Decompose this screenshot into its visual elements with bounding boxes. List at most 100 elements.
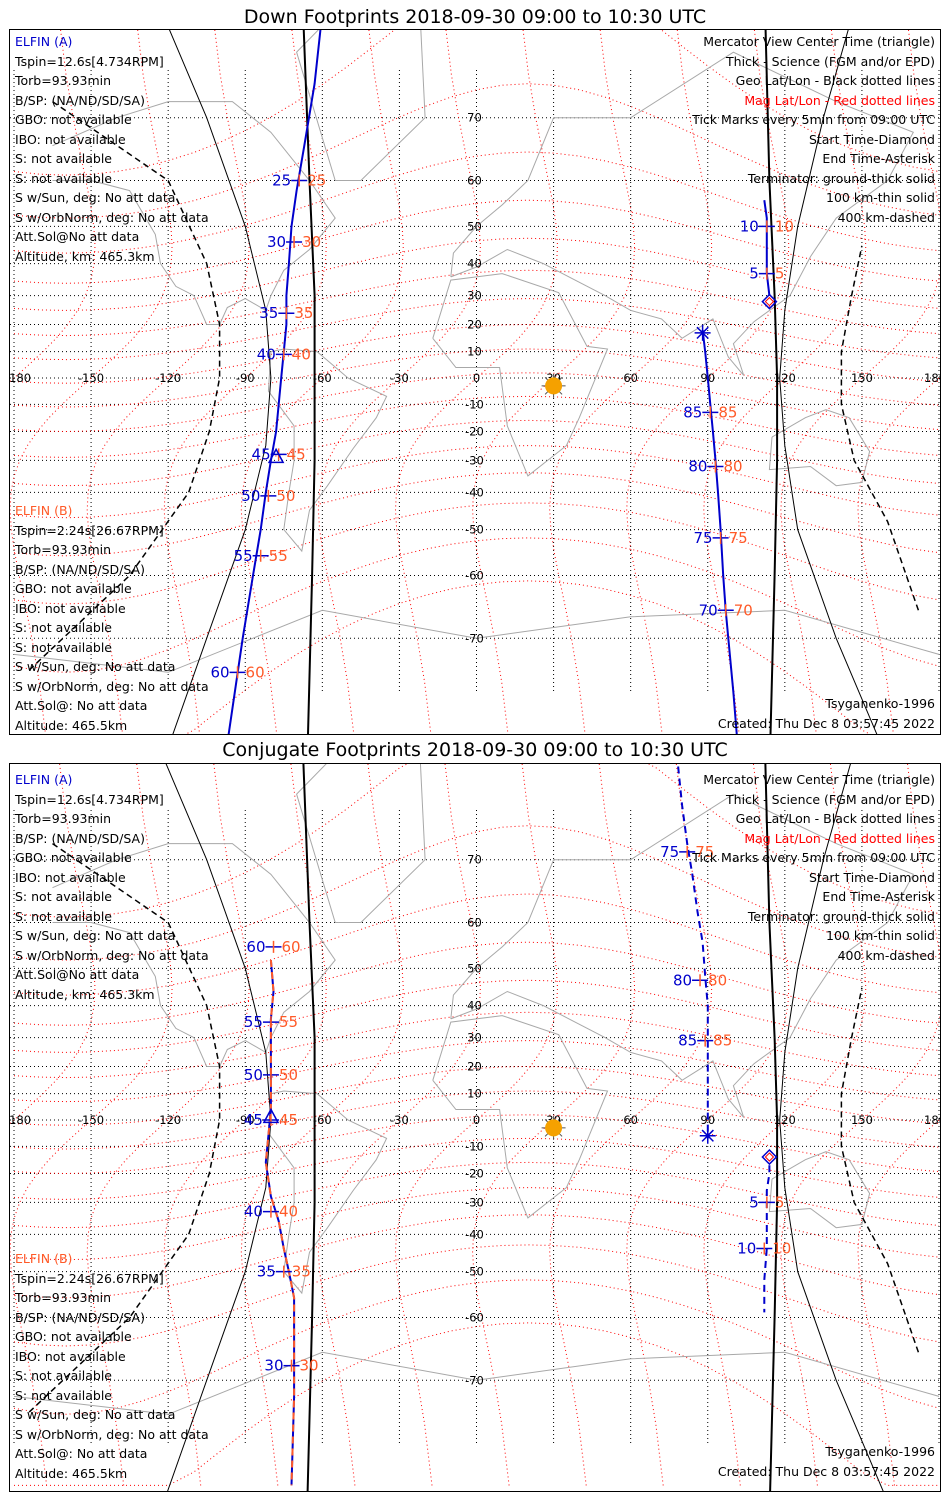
- mag-meridian: [86, 764, 250, 1486]
- info-line: Att.Sol@No att data: [15, 967, 140, 982]
- coastline: [267, 1090, 388, 1295]
- info-line: GBO: not available: [15, 1329, 132, 1344]
- elfin-b-track: [227, 30, 322, 734]
- lat-label: 30: [467, 289, 482, 303]
- coastline: [432, 273, 609, 477]
- tick-label-blue: 80: [688, 458, 707, 476]
- legend-item: Thick - Science (FGM and/or EPD): [726, 791, 935, 807]
- tick-label-blue: 45: [252, 445, 271, 463]
- lat-label: -40: [465, 485, 484, 499]
- tick-label-red: 5: [775, 265, 785, 283]
- track-tick: 55 55: [244, 1013, 298, 1031]
- coastline: [432, 1015, 609, 1219]
- mag-meridian: [703, 30, 867, 734]
- lon-label: -60: [313, 1113, 332, 1127]
- tick-label-red: 35: [292, 1263, 311, 1281]
- elfin-b-info: ELFIN (B) Tspin=2.24s[26.67RPM] Torb=93.9…: [15, 1249, 209, 1483]
- lat-label: 40: [467, 999, 482, 1013]
- tick-label-red: 5: [775, 1193, 785, 1211]
- terminator-100km: [779, 764, 884, 1491]
- lat-label: 10: [467, 1087, 482, 1101]
- lon-label: 0: [473, 371, 480, 385]
- lat-label: -60: [465, 1311, 484, 1325]
- lon-label: 180: [924, 371, 941, 385]
- track-tick: 35 35: [257, 1263, 311, 1281]
- mag-meridian: [549, 30, 713, 734]
- tick-label-blue: 25: [272, 171, 291, 189]
- sun-icon: [541, 373, 566, 398]
- lon-label: -180: [10, 1113, 31, 1127]
- lat-label: -10: [465, 1139, 484, 1153]
- elfin-a-track: [701, 329, 738, 734]
- lat-label: 40: [467, 257, 482, 271]
- tick-label-red: 50: [276, 487, 295, 505]
- info-line: Tspin=12.6s[4.734RPM]: [15, 791, 164, 807]
- conjugate-footprints-panel: -180 -150 -120 -90 -60 -30 0 30 60 90 120 150 180 70 6…: [9, 763, 941, 1492]
- terminator-100km: [169, 30, 272, 734]
- lat-label: -10: [465, 397, 484, 411]
- lon-label: 90: [700, 1113, 715, 1127]
- tick-label-red: 45: [279, 1111, 298, 1129]
- track-tick: 75 75: [694, 529, 748, 547]
- legend-item: Tick Marks every 5min from 09:00 UTC: [692, 112, 935, 127]
- lat-label: 70: [467, 853, 482, 867]
- coastline: [267, 348, 388, 553]
- legend-item: 100 km-thin solid: [826, 190, 935, 205]
- info-line: Altitude, km: 465.3km: [15, 248, 155, 264]
- start-diamond: [761, 293, 778, 310]
- mag-meridian: [10, 764, 173, 1486]
- mag-meridian: [703, 764, 867, 1486]
- elfin-a-track: [763, 1165, 771, 1313]
- info-line: GBO: not available: [15, 850, 132, 865]
- track-tick: 55 55: [234, 547, 288, 565]
- lat-label: -30: [465, 453, 484, 467]
- tick-label-red: 55: [269, 547, 288, 565]
- mag-meridian: [10, 30, 96, 383]
- track-tick: 85 85: [683, 403, 737, 421]
- terminator-400km: [840, 245, 920, 611]
- tick-label-blue: 30: [267, 233, 286, 251]
- coastlines: [13, 30, 940, 673]
- asterisk-stroke: [696, 326, 709, 340]
- info-line: S: not available: [15, 889, 112, 904]
- tick-label-red: 60: [246, 663, 265, 681]
- mag-meridian: [10, 764, 96, 1125]
- end-asterisk: [694, 324, 711, 341]
- elfin-b-info: ELFIN (B) Tspin=2.24s[26.67RPM] Torb=93.9…: [15, 501, 209, 734]
- legend-item: Mercator View Center Time (triangle): [703, 34, 935, 49]
- terminator: [26, 30, 920, 734]
- mag-grid: [10, 764, 940, 1486]
- lon-label: 60: [623, 371, 638, 385]
- legend-item: Geo Lat/Lon - Black dotted lines: [735, 73, 935, 88]
- tick-label-red: 75: [695, 843, 714, 861]
- tick-label-blue: 55: [234, 547, 253, 565]
- tick-label-blue: 75: [694, 529, 713, 547]
- map-canvas: -180-150-120-90-60-300306090120150180706…: [10, 30, 941, 734]
- track-tick: 45 45: [252, 445, 306, 463]
- elfin-b-track-overlay: [264, 960, 296, 1486]
- mag-meridian: [317, 764, 481, 1486]
- track-tick: 40 40: [257, 345, 311, 363]
- info-line: S w/Sun, deg: No att data: [15, 659, 176, 674]
- mag-meridian: [394, 30, 559, 734]
- terminator-100km: [779, 30, 878, 734]
- lon-label: 120: [774, 371, 796, 385]
- lat-label: 20: [467, 318, 482, 332]
- lat-label: 60: [467, 915, 482, 929]
- info-line: S w/Sun, deg: No att data: [15, 190, 176, 205]
- panel-title: Down Footprints 2018-09-30 09:00 to 10:3…: [243, 6, 707, 28]
- coastline: [52, 101, 336, 325]
- elfin-a-lines: Tspin=12.6s[4.734RPM] Torb=93.93min B/SP: …: [15, 52, 209, 267]
- tick-label-blue: 55: [244, 1013, 263, 1031]
- elfin-b-lines: Tspin=2.24s[26.67RPM] Torb=93.93min B/SP: …: [15, 1269, 209, 1484]
- lon-label: 60: [623, 1113, 638, 1127]
- down-footprints-panel: -180-150-120-90-60-300306090120150180706…: [9, 29, 941, 735]
- lat-label: -30: [465, 1195, 484, 1209]
- lat-label: -70: [465, 1373, 484, 1387]
- info-line: B/SP: (NA/ND/SD/SA): [15, 1309, 145, 1325]
- mag-meridian: [780, 30, 940, 734]
- lon-label: 180: [924, 1113, 941, 1127]
- tick-label-blue: 30: [264, 1357, 283, 1375]
- created-label: Created: Thu Dec 8 03:57:45 2022: [717, 1464, 935, 1479]
